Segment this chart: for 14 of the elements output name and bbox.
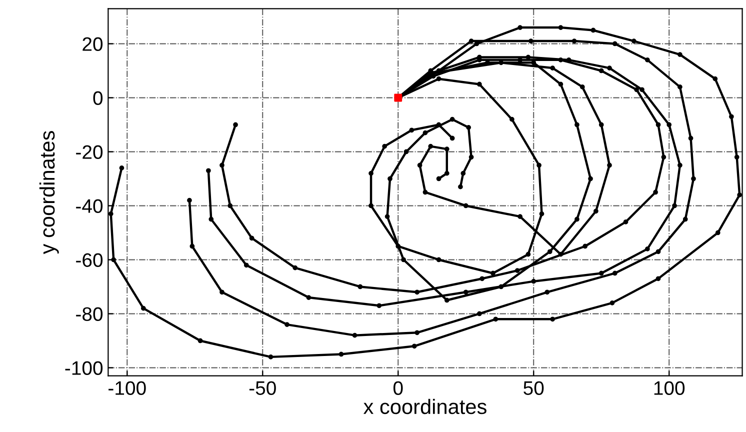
- y-tick-label: -20: [76, 145, 103, 159]
- x-axis-title: x coordinates: [364, 398, 486, 414]
- x-tick-label: -100: [108, 381, 146, 395]
- y-axis-title: y coordinates: [39, 131, 59, 254]
- x-tick-label: 0: [393, 381, 403, 395]
- y-tick-label: -80: [76, 307, 103, 321]
- x-tick-label: -50: [249, 381, 276, 395]
- y-tick-label: 20: [82, 37, 103, 51]
- y-tick-label: 0: [93, 91, 103, 105]
- y-tick-label: -100: [65, 361, 103, 375]
- x-tick-label: 50: [524, 381, 544, 395]
- y-tick-label: -40: [76, 199, 103, 213]
- x-tick-label: 100: [654, 381, 685, 395]
- y-tick-label: -60: [76, 253, 103, 267]
